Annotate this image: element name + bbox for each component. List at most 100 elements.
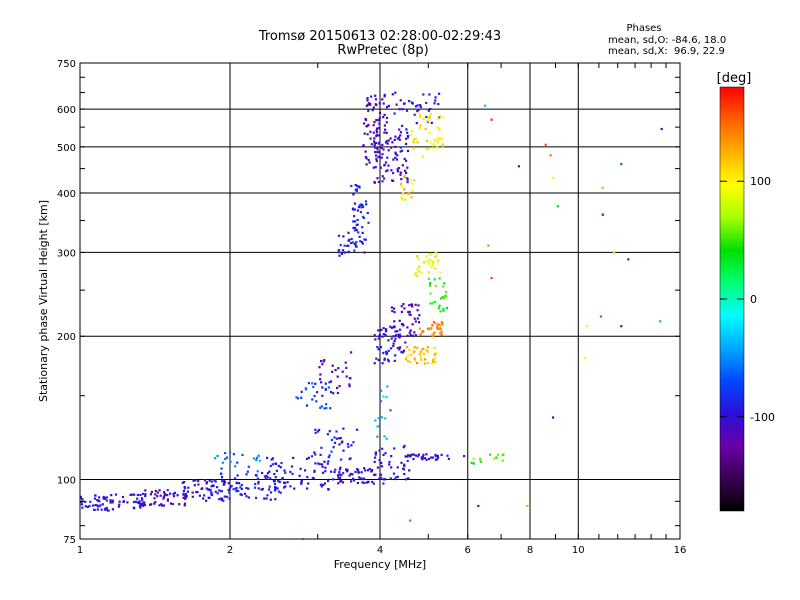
data-point — [403, 188, 406, 191]
data-point — [277, 464, 280, 467]
data-point — [411, 323, 414, 326]
data-point — [340, 458, 343, 461]
data-point — [129, 493, 132, 496]
data-point — [279, 466, 282, 469]
data-point — [321, 471, 325, 474]
data-point — [371, 480, 374, 483]
data-point — [368, 467, 371, 471]
data-point — [293, 487, 296, 490]
data-point — [332, 446, 335, 449]
data-point — [354, 470, 357, 473]
data-point — [257, 482, 260, 485]
data-point — [338, 385, 341, 388]
data-point — [408, 310, 411, 313]
data-point — [388, 463, 391, 466]
data-point — [334, 369, 337, 372]
data-point — [373, 460, 376, 463]
data-point — [320, 463, 324, 466]
data-point — [371, 469, 374, 472]
data-point — [372, 106, 375, 109]
data-point — [441, 296, 444, 299]
data-point — [79, 496, 83, 500]
data-point — [403, 444, 406, 447]
data-point — [186, 490, 189, 493]
data-point — [479, 460, 482, 463]
data-point — [402, 192, 405, 195]
data-point — [437, 323, 440, 326]
data-point — [247, 496, 250, 499]
data-point — [418, 314, 421, 317]
data-point — [445, 295, 448, 298]
data-point — [406, 459, 409, 463]
data-point — [374, 103, 377, 106]
data-point — [419, 350, 422, 353]
data-point — [343, 244, 346, 247]
data-point — [401, 164, 404, 167]
data-point — [149, 493, 152, 496]
data-point — [89, 500, 92, 503]
data-point — [380, 416, 383, 419]
y-axis-label: Stationary phase Virtual Height [km] — [37, 200, 50, 402]
phase-info-x-mode: mean, sd,X: 96.9, 22.9 — [608, 46, 725, 57]
data-point — [321, 363, 324, 366]
data-point — [425, 255, 428, 258]
data-point — [436, 126, 439, 129]
data-point — [289, 485, 292, 488]
data-point — [327, 456, 330, 459]
data-point — [256, 477, 259, 480]
data-point — [434, 361, 437, 364]
data-point — [374, 473, 377, 476]
data-point — [372, 124, 375, 127]
data-point — [432, 146, 435, 150]
data-point — [385, 116, 389, 119]
data-point — [333, 471, 336, 474]
data-point — [333, 441, 337, 444]
data-point — [384, 417, 387, 420]
data-point — [416, 141, 420, 144]
data-point — [415, 137, 418, 140]
data-point — [434, 284, 437, 287]
data-point — [390, 169, 393, 172]
data-point — [213, 479, 216, 482]
data-point — [373, 334, 376, 337]
data-point — [109, 501, 112, 504]
data-point — [267, 488, 271, 491]
data-point — [392, 172, 395, 175]
data-point — [463, 455, 466, 458]
data-point — [300, 481, 303, 484]
data-point — [84, 500, 87, 503]
data-point — [402, 351, 405, 354]
y-tick-label: 75 — [63, 535, 76, 546]
x-tick-labels: 1 2 4 6 8 10 16 — [77, 545, 687, 556]
data-point — [357, 231, 360, 234]
data-point — [403, 157, 406, 160]
data-point — [265, 497, 268, 500]
data-point — [425, 458, 428, 461]
data-point — [400, 178, 403, 181]
x-tick-label: 1 — [77, 545, 83, 556]
data-point — [220, 467, 223, 470]
y-tick-label: 200 — [57, 332, 76, 343]
data-point — [402, 468, 406, 471]
colorbar: [deg] 100 0 -100 — [717, 71, 775, 512]
data-point — [306, 476, 309, 479]
data-point — [380, 146, 383, 149]
data-point — [414, 272, 418, 275]
data-point — [385, 395, 388, 399]
data-point — [383, 93, 386, 96]
data-point — [121, 495, 125, 499]
data-point — [432, 261, 435, 264]
data-point — [380, 461, 383, 465]
data-point — [100, 508, 103, 511]
data-point — [413, 273, 416, 276]
data-point — [337, 234, 341, 237]
data-point — [142, 492, 145, 495]
data-point — [136, 501, 139, 504]
data-point — [377, 150, 380, 153]
data-point — [93, 508, 96, 511]
data-point — [290, 465, 294, 468]
data-point — [240, 487, 243, 490]
data-point — [378, 477, 381, 480]
data-point — [277, 479, 280, 483]
data-point — [431, 333, 434, 336]
